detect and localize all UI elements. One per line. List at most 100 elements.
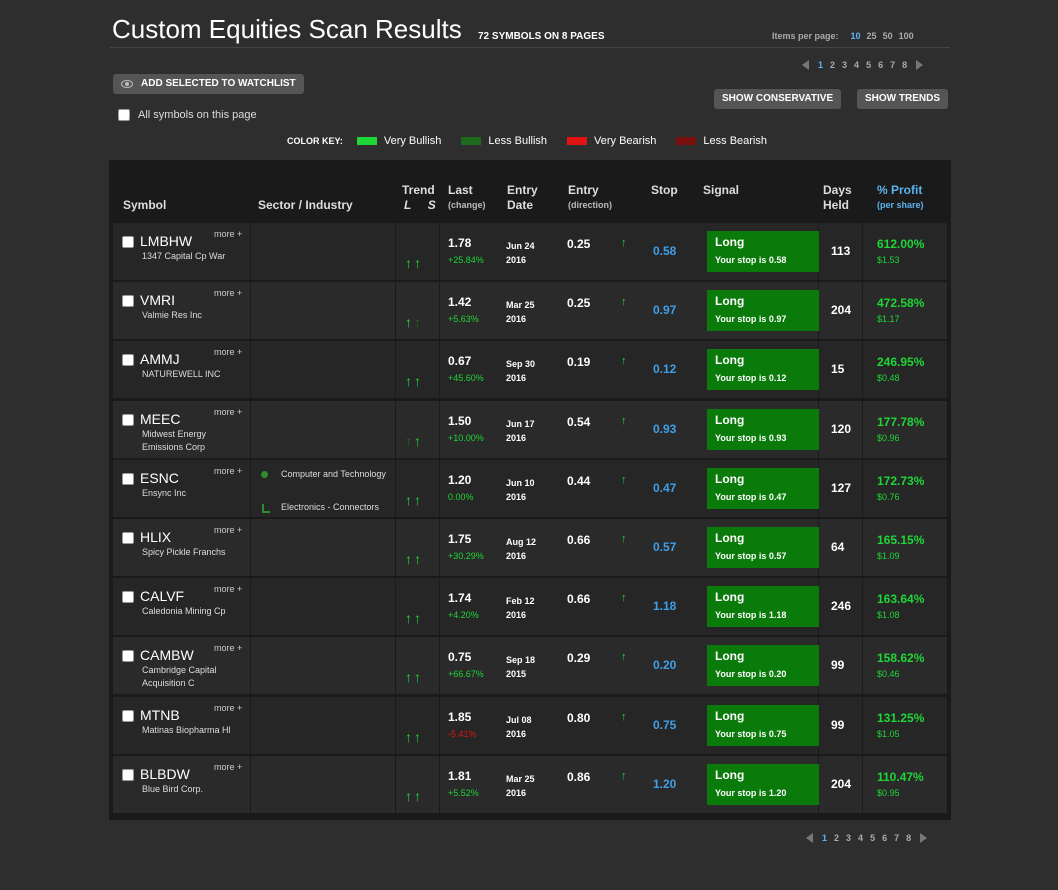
row-checkbox[interactable]: [122, 650, 134, 662]
col-entry-date[interactable]: Entry Date: [507, 183, 538, 213]
column-divider: [395, 519, 396, 576]
symbol-link[interactable]: CALVF: [140, 588, 185, 604]
col-days-label: Days: [823, 183, 852, 197]
row-checkbox[interactable]: [122, 473, 134, 485]
symbol-link[interactable]: VMRI: [140, 292, 175, 308]
table-row[interactable]: AMMJ NATUREWELL INC more + ↑↑ 0.67 +45.60% Sep…: [113, 341, 947, 398]
symbol-link[interactable]: MEEC: [140, 411, 181, 427]
page-link[interactable]: 4: [858, 833, 864, 843]
col-days-held[interactable]: Days Held: [823, 183, 852, 213]
color-key-item-label: Very Bullish: [383, 135, 442, 147]
days-held: 15: [831, 362, 845, 376]
signal-stop-text: Your stop is 0.47: [715, 492, 787, 502]
next-page-icon[interactable]: [916, 60, 924, 70]
col-signal[interactable]: Signal: [703, 183, 740, 197]
table-row[interactable]: HLIX Spicy Pickle Franchs more + ↑↑ 1.75 +30.…: [113, 519, 947, 576]
page-link[interactable]: 1: [822, 833, 828, 843]
page-link[interactable]: 5: [870, 833, 876, 843]
table-row[interactable]: ESNC Ensync Inc more + Computer and Technol…: [113, 460, 947, 517]
more-link[interactable]: more +: [214, 525, 243, 535]
page-link[interactable]: 8: [906, 833, 912, 843]
items-per-page-option[interactable]: 50: [882, 31, 893, 41]
all-symbols-toggle[interactable]: All symbols on this page: [118, 109, 257, 121]
col-profit-sub: (per share): [877, 200, 924, 210]
row-checkbox[interactable]: [122, 295, 134, 307]
signal-stop-text: Your stop is 0.75: [715, 729, 787, 739]
col-last[interactable]: Last (change): [448, 183, 486, 213]
col-sector[interactable]: Sector / Industry: [258, 198, 353, 212]
profit-per-share: $1.08: [877, 610, 900, 620]
symbol-link[interactable]: ESNC: [140, 470, 179, 486]
col-trend[interactable]: Trend: [402, 183, 435, 198]
page-link[interactable]: 2: [830, 60, 836, 70]
prev-page-icon[interactable]: [802, 60, 809, 70]
table-row[interactable]: MTNB Matinas Biopharma Hl more + ↑↑ 1.85 -5.4…: [113, 697, 947, 754]
color-key-label: COLOR KEY:: [287, 136, 343, 146]
more-link[interactable]: more +: [214, 229, 243, 239]
price-change: +45.60%: [448, 373, 484, 383]
page-link[interactable]: 8: [902, 60, 908, 70]
trend-long-arrow-icon: ↑: [405, 492, 414, 508]
page-link[interactable]: 7: [890, 60, 896, 70]
items-per-page-option[interactable]: 10: [850, 31, 861, 41]
next-page-icon[interactable]: [920, 833, 928, 843]
more-link[interactable]: more +: [214, 347, 243, 357]
trend-short-arrow-icon: ↑: [414, 255, 423, 271]
more-link[interactable]: more +: [214, 584, 243, 594]
page-link[interactable]: 7: [894, 833, 900, 843]
signal-badge: Long Your stop is 0.47: [707, 468, 819, 509]
add-to-watchlist-button[interactable]: ADD SELECTED TO WATCHLIST: [113, 74, 304, 94]
more-link[interactable]: more +: [214, 466, 243, 476]
more-link[interactable]: more +: [214, 643, 243, 653]
row-checkbox[interactable]: [122, 769, 134, 781]
page-link[interactable]: 6: [878, 60, 884, 70]
signal-stop-text: Your stop is 0.97: [715, 314, 787, 324]
col-symbol[interactable]: Symbol: [123, 198, 167, 212]
symbol-link[interactable]: LMBHW: [140, 233, 193, 249]
col-stop[interactable]: Stop: [651, 183, 678, 197]
row-checkbox[interactable]: [122, 710, 134, 722]
symbol-link[interactable]: CAMBW: [140, 647, 194, 663]
trend-short-arrow-icon: ↑: [414, 433, 423, 449]
row-checkbox[interactable]: [122, 236, 134, 248]
entry-price: 0.86: [567, 770, 591, 784]
more-link[interactable]: more +: [214, 288, 243, 298]
symbol-link[interactable]: BLBDW: [140, 766, 190, 782]
table-row[interactable]: BLBDW Blue Bird Corp. more + ↑↑ 1.81 +5.52% Ma…: [113, 756, 947, 813]
page-link[interactable]: 6: [882, 833, 888, 843]
more-link[interactable]: more +: [214, 703, 243, 713]
page-link[interactable]: 2: [834, 833, 840, 843]
page-link[interactable]: 3: [842, 60, 848, 70]
table-row[interactable]: LMBHW 1347 Capital Cp War more + ↑↑ 1.78 +25.…: [113, 223, 947, 280]
prev-page-icon[interactable]: [806, 833, 813, 843]
table-row[interactable]: CAMBW Cambridge Capital Acquisition C more…: [113, 637, 947, 694]
page-link[interactable]: 3: [846, 833, 852, 843]
row-checkbox[interactable]: [122, 354, 134, 366]
page-link[interactable]: 4: [854, 60, 860, 70]
last-price: 1.75: [448, 532, 472, 546]
table-row[interactable]: MEEC Midwest Energy Emissions Corp more + ↑…: [113, 401, 947, 458]
table-row[interactable]: VMRI Valmie Res Inc more + ↑↑ 1.42 +5.63% Mar …: [113, 282, 947, 339]
stop-price: 0.58: [653, 244, 677, 258]
col-entry[interactable]: Entry (direction): [568, 183, 612, 213]
col-profit[interactable]: % Profit (per share): [877, 183, 924, 213]
symbol-link[interactable]: MTNB: [140, 707, 180, 723]
symbol-link[interactable]: HLIX: [140, 529, 172, 545]
table-row[interactable]: CALVF Caledonia Mining Cp more + ↑↑ 1.74 +4.2…: [113, 578, 947, 635]
show-conservative-button[interactable]: SHOW CONSERVATIVE: [714, 89, 842, 109]
page-link[interactable]: 5: [866, 60, 872, 70]
more-link[interactable]: more +: [214, 762, 243, 772]
all-symbols-checkbox[interactable]: [118, 109, 130, 121]
show-trends-button[interactable]: SHOW TRENDS: [857, 89, 948, 109]
items-per-page-option[interactable]: 25: [866, 31, 877, 41]
items-per-page-option[interactable]: 100: [898, 31, 914, 41]
entry-direction-up-icon: ↑: [621, 592, 627, 604]
price-change: +30.29%: [448, 551, 484, 561]
symbol-link[interactable]: AMMJ: [140, 351, 180, 367]
page-link[interactable]: 1: [818, 60, 824, 70]
row-checkbox[interactable]: [122, 532, 134, 544]
row-checkbox[interactable]: [122, 591, 134, 603]
more-link[interactable]: more +: [214, 407, 243, 417]
add-to-watchlist-label: ADD SELECTED TO WATCHLIST: [141, 78, 296, 89]
row-checkbox[interactable]: [122, 414, 134, 426]
